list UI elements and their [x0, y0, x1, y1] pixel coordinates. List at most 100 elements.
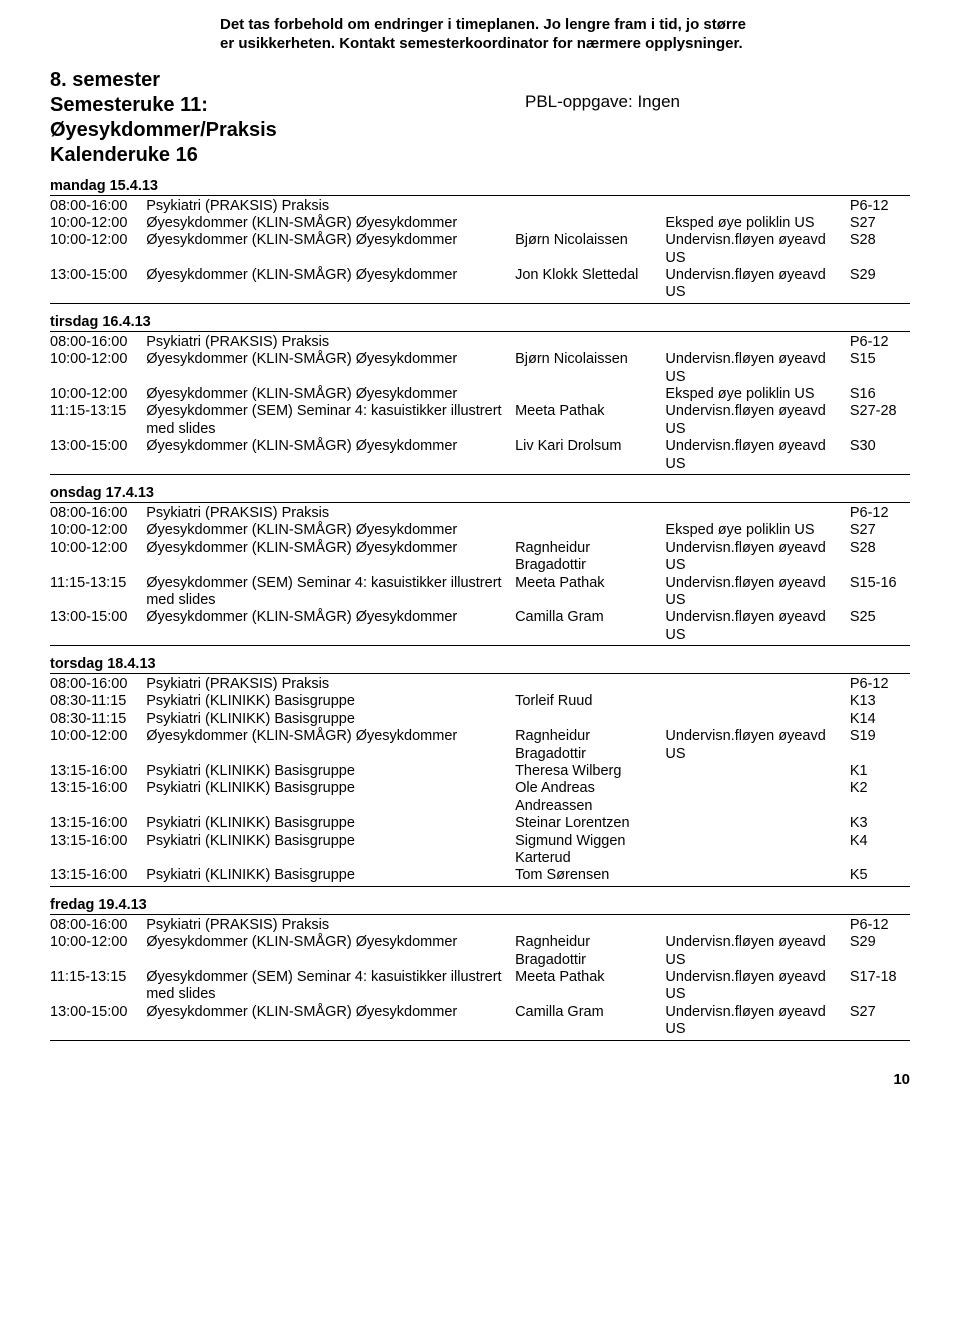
cell-location: Undervisn.fløyen øyeavd US [665, 540, 849, 575]
schedule-table: 08:00-16:00Psykiatri (PRAKSIS) PraksisP6… [50, 505, 910, 644]
cell-location [665, 505, 849, 522]
cell-subject: Øyesykdommer (KLIN-SMÅGR) Øyesykdommer [146, 540, 515, 575]
cell-location [665, 763, 849, 780]
cell-time: 13:15-16:00 [50, 780, 146, 815]
table-row: 13:15-16:00Psykiatri (KLINIKK) Basisgrup… [50, 833, 910, 868]
cell-subject: Øyesykdommer (SEM) Seminar 4: kasuistikk… [146, 403, 515, 438]
cell-room: S27 [850, 215, 910, 232]
days-container: mandag 15.4.1308:00-16:00Psykiatri (PRAK… [50, 178, 910, 1041]
cell-location [665, 867, 849, 884]
cell-location: Undervisn.fløyen øyeavd US [665, 969, 849, 1004]
table-row: 13:00-15:00Øyesykdommer (KLIN-SMÅGR) Øye… [50, 609, 910, 644]
cell-time: 13:15-16:00 [50, 867, 146, 884]
cell-subject: Psykiatri (KLINIKK) Basisgruppe [146, 693, 515, 710]
disclaimer-line1: Det tas forbehold om endringer i timepla… [220, 16, 746, 33]
cell-location: Undervisn.fløyen øyeavd US [665, 1004, 849, 1039]
cell-instructor: Meeta Pathak [515, 575, 665, 610]
table-row: 08:00-16:00Psykiatri (PRAKSIS) PraksisP6… [50, 334, 910, 351]
cell-room: K4 [850, 833, 910, 868]
cell-instructor: Camilla Gram [515, 1004, 665, 1039]
table-row: 10:00-12:00Øyesykdommer (KLIN-SMÅGR) Øye… [50, 386, 910, 403]
cell-time: 08:00-16:00 [50, 334, 146, 351]
cell-subject: Psykiatri (PRAKSIS) Praksis [146, 917, 515, 934]
header-line1: 8. semester [50, 69, 160, 91]
day-rule [50, 1040, 910, 1041]
cell-room: K5 [850, 867, 910, 884]
disclaimer-line2: er usikkerheten. Kontakt semesterkoordin… [220, 35, 743, 52]
cell-subject: Øyesykdommer (KLIN-SMÅGR) Øyesykdommer [146, 609, 515, 644]
page: Det tas forbehold om endringer i timepla… [0, 0, 960, 1118]
cell-room: S19 [850, 728, 910, 763]
cell-room: S15 [850, 351, 910, 386]
day-block: torsdag 18.4.1308:00-16:00Psykiatri (PRA… [50, 656, 910, 887]
cell-subject: Øyesykdommer (SEM) Seminar 4: kasuistikk… [146, 575, 515, 610]
cell-room: S28 [850, 232, 910, 267]
cell-room: P6-12 [850, 334, 910, 351]
table-row: 13:15-16:00Psykiatri (KLINIKK) Basisgrup… [50, 763, 910, 780]
cell-location: Undervisn.fløyen øyeavd US [665, 609, 849, 644]
cell-instructor: Sigmund Wiggen Karterud [515, 833, 665, 868]
table-row: 10:00-12:00Øyesykdommer (KLIN-SMÅGR) Øye… [50, 232, 910, 267]
cell-subject: Øyesykdommer (KLIN-SMÅGR) Øyesykdommer [146, 728, 515, 763]
cell-instructor: Ole Andreas Andreassen [515, 780, 665, 815]
schedule-table: 08:00-16:00Psykiatri (PRAKSIS) PraksisP6… [50, 917, 910, 1039]
cell-room: S30 [850, 438, 910, 473]
day-title: onsdag 17.4.13 [50, 485, 910, 503]
header-line2: Semesteruke 11: [50, 94, 208, 116]
table-row: 08:00-16:00Psykiatri (PRAKSIS) PraksisP6… [50, 198, 910, 215]
cell-instructor [515, 522, 665, 539]
day-title: fredag 19.4.13 [50, 897, 910, 915]
cell-room: S28 [850, 540, 910, 575]
cell-location [665, 334, 849, 351]
header-left: 8. semester Semesteruke 11: Øyesykdommer… [50, 68, 277, 168]
table-row: 08:30-11:15Psykiatri (KLINIKK) Basisgrup… [50, 693, 910, 710]
table-row: 13:15-16:00Psykiatri (KLINIKK) Basisgrup… [50, 815, 910, 832]
cell-time: 13:00-15:00 [50, 438, 146, 473]
cell-time: 13:15-16:00 [50, 833, 146, 868]
cell-instructor: Meeta Pathak [515, 403, 665, 438]
cell-instructor: Torleif Ruud [515, 693, 665, 710]
cell-subject: Øyesykdommer (SEM) Seminar 4: kasuistikk… [146, 969, 515, 1004]
cell-location: Undervisn.fløyen øyeavd US [665, 232, 849, 267]
cell-instructor: Theresa Wilberg [515, 763, 665, 780]
cell-instructor [515, 917, 665, 934]
cell-subject: Øyesykdommer (KLIN-SMÅGR) Øyesykdommer [146, 934, 515, 969]
day-title: tirsdag 16.4.13 [50, 314, 910, 332]
cell-location [665, 917, 849, 934]
table-row: 11:15-13:15Øyesykdommer (SEM) Seminar 4:… [50, 575, 910, 610]
table-row: 08:00-16:00Psykiatri (PRAKSIS) PraksisP6… [50, 676, 910, 693]
table-row: 10:00-12:00Øyesykdommer (KLIN-SMÅGR) Øye… [50, 215, 910, 232]
cell-time: 11:15-13:15 [50, 575, 146, 610]
cell-room: S27 [850, 1004, 910, 1039]
cell-subject: Øyesykdommer (KLIN-SMÅGR) Øyesykdommer [146, 438, 515, 473]
cell-location: Undervisn.fløyen øyeavd US [665, 403, 849, 438]
cell-instructor: Bjørn Nicolaissen [515, 232, 665, 267]
table-row: 13:00-15:00Øyesykdommer (KLIN-SMÅGR) Øye… [50, 438, 910, 473]
cell-location [665, 198, 849, 215]
cell-time: 10:00-12:00 [50, 728, 146, 763]
cell-time: 10:00-12:00 [50, 522, 146, 539]
table-row: 13:00-15:00Øyesykdommer (KLIN-SMÅGR) Øye… [50, 267, 910, 302]
cell-subject: Psykiatri (KLINIKK) Basisgruppe [146, 815, 515, 832]
cell-instructor: Steinar Lorentzen [515, 815, 665, 832]
cell-location: Eksped øye poliklin US [665, 215, 849, 232]
cell-time: 08:00-16:00 [50, 198, 146, 215]
cell-instructor: Camilla Gram [515, 609, 665, 644]
cell-subject: Øyesykdommer (KLIN-SMÅGR) Øyesykdommer [146, 1004, 515, 1039]
cell-room: K2 [850, 780, 910, 815]
cell-time: 11:15-13:15 [50, 969, 146, 1004]
cell-location [665, 780, 849, 815]
table-row: 10:00-12:00Øyesykdommer (KLIN-SMÅGR) Øye… [50, 540, 910, 575]
cell-instructor [515, 505, 665, 522]
cell-room: S27 [850, 522, 910, 539]
cell-instructor: Ragnheidur Bragadottir [515, 934, 665, 969]
cell-time: 13:00-15:00 [50, 267, 146, 302]
cell-instructor: Ragnheidur Bragadottir [515, 728, 665, 763]
cell-subject: Psykiatri (KLINIKK) Basisgruppe [146, 711, 515, 728]
cell-time: 10:00-12:00 [50, 386, 146, 403]
cell-subject: Psykiatri (PRAKSIS) Praksis [146, 505, 515, 522]
cell-subject: Øyesykdommer (KLIN-SMÅGR) Øyesykdommer [146, 267, 515, 302]
cell-subject: Psykiatri (PRAKSIS) Praksis [146, 676, 515, 693]
table-row: 13:00-15:00Øyesykdommer (KLIN-SMÅGR) Øye… [50, 1004, 910, 1039]
cell-subject: Psykiatri (KLINIKK) Basisgruppe [146, 833, 515, 868]
